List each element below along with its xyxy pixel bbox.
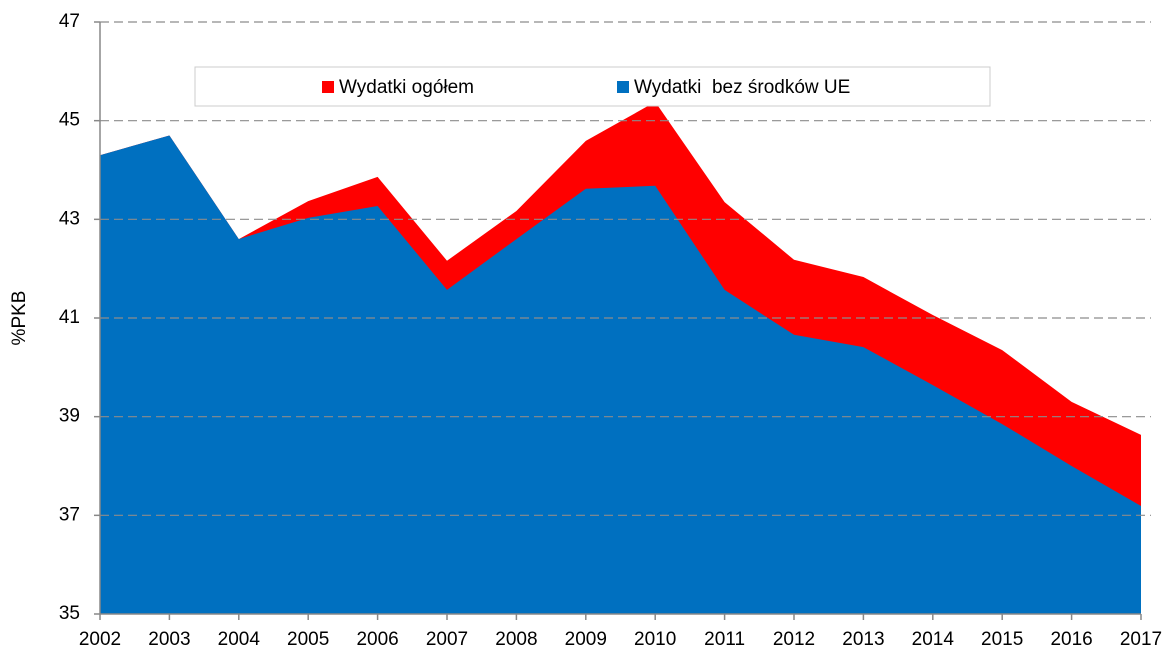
x-tick-label: 2003 <box>148 629 190 650</box>
x-tick-label: 2010 <box>634 629 676 650</box>
x-tick-label: 2002 <box>79 629 121 650</box>
legend-box <box>194 66 991 107</box>
x-tick-label: 2011 <box>704 629 745 650</box>
legend-swatch <box>322 81 334 93</box>
x-tick-label: 2012 <box>773 629 815 650</box>
y-tick-label: 39 <box>59 406 80 427</box>
y-tick-label: 47 <box>59 11 80 32</box>
x-tick-label: 2016 <box>1050 629 1092 650</box>
x-tick-label: 2005 <box>287 629 329 650</box>
x-tick-label: 2008 <box>495 629 537 650</box>
y-axis-label: %PKB <box>9 291 30 346</box>
y-tick-label: 41 <box>59 307 80 328</box>
y-tick-label: 35 <box>59 603 80 624</box>
x-tick-label: 2014 <box>912 629 955 650</box>
y-tick-label: 43 <box>59 208 80 229</box>
x-tick-label: 2013 <box>842 629 884 650</box>
legend-label: Wydatki bez środków UE <box>634 77 850 98</box>
x-tick-label: 2009 <box>565 629 607 650</box>
x-tick-label: 2004 <box>218 629 261 650</box>
y-tick-label: 37 <box>59 504 80 525</box>
x-tick-label: 2015 <box>981 629 1023 650</box>
x-tick-label: 2017 <box>1120 629 1162 650</box>
legend-label: Wydatki ogółem <box>339 77 474 98</box>
x-tick-label: 2007 <box>426 629 468 650</box>
y-tick-label: 45 <box>59 110 80 131</box>
legend-swatch <box>617 81 629 93</box>
area <box>100 135 1141 614</box>
x-tick-label: 2006 <box>356 629 398 650</box>
